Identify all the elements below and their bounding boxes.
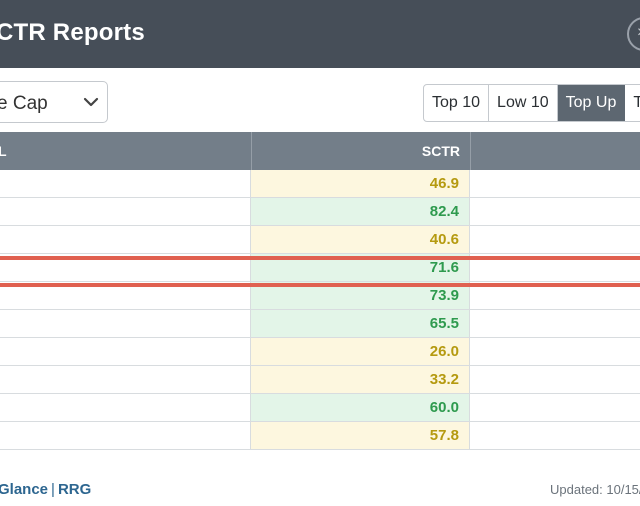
cell-extra	[470, 394, 640, 421]
close-button[interactable]: ×	[627, 17, 640, 51]
cell-sctr: 73.9	[251, 282, 470, 309]
tab-top-up[interactable]: Top Up	[557, 85, 626, 121]
cell-extra	[470, 366, 640, 393]
tab-top[interactable]: Top	[625, 85, 640, 121]
table-body: 46.9 82.4 40.6 71.6 73.9 65.5 26.0 33.2 60.0 57.8	[0, 170, 640, 450]
link-separator: |	[51, 481, 55, 498]
cell-sctr: 46.9	[251, 170, 470, 197]
tab-top-10[interactable]: Top 10	[424, 85, 490, 121]
app-header: CTR Reports ×	[0, 0, 640, 68]
market-cap-dropdown[interactable]: e Cap	[0, 81, 108, 123]
table-row[interactable]: 82.4	[0, 198, 640, 226]
dropdown-selected-value: e Cap	[0, 93, 48, 114]
table-row[interactable]: 57.8	[0, 422, 640, 450]
column-header-name[interactable]: L	[0, 143, 7, 159]
cell-sctr: 57.8	[251, 422, 470, 449]
table-row[interactable]: 46.9	[0, 170, 640, 198]
cell-name	[0, 226, 251, 253]
footer-links: Glance | RRG	[0, 481, 91, 498]
table-row[interactable]: 40.6	[0, 226, 640, 254]
cell-name	[0, 282, 251, 309]
cell-extra	[470, 170, 640, 197]
cell-sctr: 33.2	[251, 366, 470, 393]
column-header-sctr[interactable]: SCTR	[421, 143, 460, 159]
cell-extra	[470, 198, 640, 225]
report-tabs: Top 10 Low 10 Top Up Top	[423, 84, 640, 122]
column-divider	[251, 132, 252, 170]
cell-name	[0, 198, 251, 225]
cell-sctr: 71.6	[251, 254, 470, 281]
tab-low-10[interactable]: Low 10	[489, 85, 558, 121]
column-divider	[470, 132, 471, 170]
table-header: L SCTR	[0, 132, 640, 170]
cell-sctr: 65.5	[251, 310, 470, 337]
page-title: CTR Reports	[0, 19, 145, 46]
cell-sctr: 40.6	[251, 226, 470, 253]
cell-sctr: 82.4	[251, 198, 470, 225]
cell-extra	[470, 226, 640, 253]
cell-extra	[470, 282, 640, 309]
cell-extra	[470, 422, 640, 449]
table-row[interactable]: 33.2	[0, 366, 640, 394]
chevron-down-icon	[83, 97, 99, 107]
rrg-link[interactable]: RRG	[57, 481, 92, 498]
close-icon: ×	[637, 24, 640, 42]
table-row[interactable]: 71.6	[0, 254, 640, 282]
cell-name	[0, 366, 251, 393]
updated-timestamp: Updated: 10/15/	[550, 482, 640, 497]
cell-sctr: 26.0	[251, 338, 470, 365]
table-row[interactable]: 26.0	[0, 338, 640, 366]
cell-name	[0, 310, 251, 337]
glance-link[interactable]: Glance	[0, 481, 49, 498]
cell-name	[0, 338, 251, 365]
cell-extra	[470, 254, 640, 281]
cell-name	[0, 422, 251, 449]
cell-extra	[470, 310, 640, 337]
cell-name	[0, 170, 251, 197]
cell-name	[0, 394, 251, 421]
cell-extra	[470, 338, 640, 365]
table-row[interactable]: 65.5	[0, 310, 640, 338]
cell-name	[0, 254, 251, 281]
table-row[interactable]: 60.0	[0, 394, 640, 422]
cell-sctr: 60.0	[251, 394, 470, 421]
table-row[interactable]: 73.9	[0, 282, 640, 310]
